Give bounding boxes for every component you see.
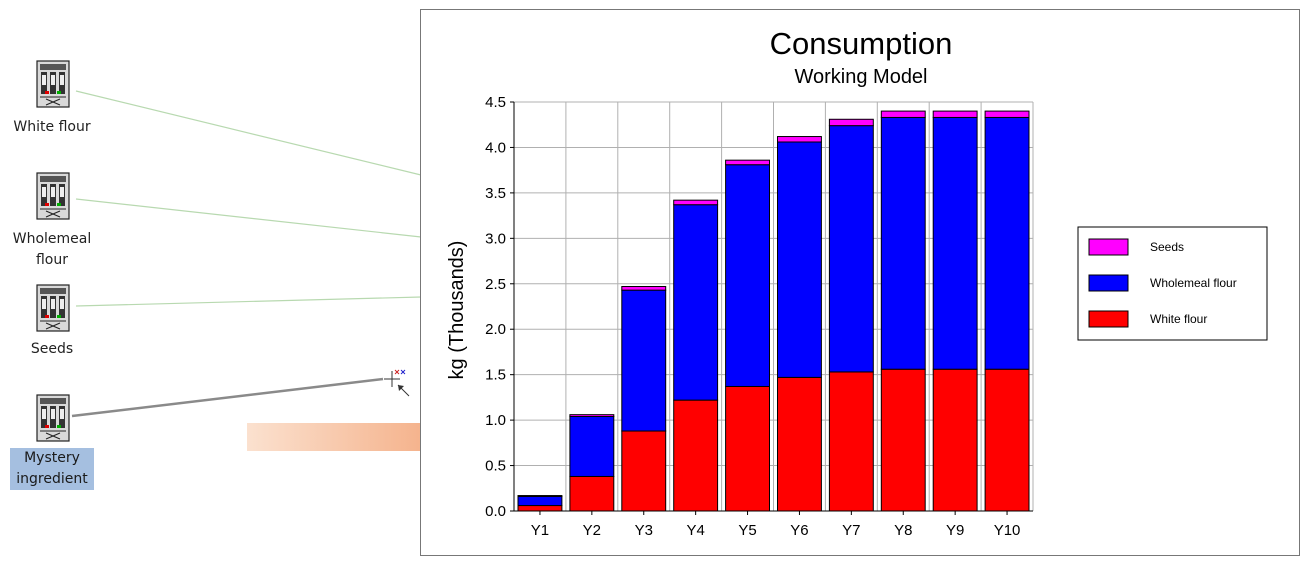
data-store-icon [36, 284, 70, 332]
connector-line [71, 377, 384, 418]
x-tick-label: Y8 [894, 522, 912, 539]
x-tick-label: Y3 [635, 522, 653, 539]
bar-segment-seeds [725, 159, 771, 166]
bar-segment-white-flour [828, 371, 874, 512]
legend-swatch [1088, 274, 1129, 292]
bar-segment-seeds [880, 110, 926, 118]
bar-segment-white-flour [673, 399, 719, 512]
data-store-icon [36, 60, 70, 108]
data-store-icon [36, 172, 70, 220]
chart-panel: Consumption Working Model 0.0 0.5 1.0 1.5 2.… [420, 9, 1300, 556]
node-label-line: Seeds [30, 341, 74, 357]
bar-segment-seeds [828, 118, 874, 127]
bar-segment-wholemeal-flour [880, 116, 926, 370]
bar-segment-white-flour [725, 385, 771, 512]
y-tick-label: 3.0 [485, 230, 506, 247]
y-tick-label: 0.5 [485, 458, 506, 475]
bar-segment-white-flour [777, 376, 822, 512]
bar-segment-white-flour [880, 368, 926, 512]
y-tick-label: 1.0 [485, 412, 506, 429]
bars [517, 110, 1030, 512]
connector-line [75, 296, 422, 307]
y-axis-title: kg (Thousands) [446, 241, 468, 380]
bar-segment-seeds [673, 199, 719, 206]
arrow-right-icon [247, 411, 472, 463]
bar-segment-white-flour [621, 430, 667, 512]
legend-swatch [1088, 238, 1129, 256]
bar-segment-white-flour [517, 505, 563, 512]
bar-segment-wholemeal-flour [517, 495, 563, 507]
node-label-line: Mystery [24, 450, 80, 466]
bar-segment-wholemeal-flour [725, 164, 771, 387]
bar-segment-seeds [569, 414, 615, 417]
link-crosshair-cursor-icon [384, 369, 410, 397]
bar-segment-wholemeal-flour [984, 116, 1030, 370]
chart-subtitle: Working Model [794, 66, 927, 88]
bar-segment-wholemeal-flour [569, 415, 615, 477]
legend-label: White flour [1150, 312, 1207, 326]
bar-segment-wholemeal-flour [621, 289, 667, 432]
bar-segment-white-flour [569, 475, 615, 512]
bar-segment-seeds [621, 286, 667, 291]
node-label: Wholemeal flour [0, 229, 104, 271]
x-tick-label: Y7 [842, 522, 860, 539]
x-tick-label: Y5 [738, 522, 756, 539]
bar-segment-seeds [932, 110, 978, 118]
y-tick-label: 4.0 [485, 139, 506, 156]
x-tick-label: Y1 [531, 522, 549, 539]
legend-swatch [1088, 310, 1129, 328]
bar-segment-wholemeal-flour [828, 125, 874, 373]
y-tick-label: 2.5 [485, 276, 506, 293]
connector-line [75, 90, 422, 176]
y-tick-label: 2.0 [485, 321, 506, 338]
stacked-bar-chart: Consumption Working Model 0.0 0.5 1.0 1.5 2.… [446, 26, 1268, 539]
legend-label: Seeds [1150, 240, 1184, 254]
y-tick-label: 0.0 [485, 503, 506, 520]
x-tick-label: Y4 [686, 522, 704, 539]
x-tick-label: Y10 [994, 522, 1021, 539]
node-label-line: flour [35, 252, 68, 268]
node-label: Seeds [0, 339, 104, 360]
bar-segment-seeds [517, 495, 563, 497]
bar-segment-wholemeal-flour [932, 116, 978, 370]
node-label: White flour [0, 117, 104, 138]
node-label: Mystery ingredient [10, 448, 94, 490]
node-label-line: White flour [13, 119, 91, 135]
bar-segment-white-flour [984, 368, 1030, 512]
x-tick-label: Y9 [946, 522, 964, 539]
connector-line [75, 198, 422, 238]
legend-label: Wholemeal flour [1150, 276, 1237, 290]
legend: Seeds Wholemeal flour White flour [1077, 226, 1268, 341]
data-store-icon [36, 394, 70, 442]
x-ticks: Y1 Y2 Y3 Y4 Y5 Y6 Y7 Y8 Y9 Y10 [531, 511, 1021, 539]
axes [513, 102, 1033, 512]
bar-segment-wholemeal-flour [673, 204, 719, 401]
bar-segment-seeds [984, 110, 1030, 118]
y-ticks: 0.0 0.5 1.0 1.5 2.0 2.5 3.0 3.5 4.0 4.5 [485, 94, 514, 520]
bar-segment-seeds [777, 136, 822, 143]
x-tick-label: Y2 [583, 522, 601, 539]
bar-segment-white-flour [932, 368, 978, 512]
y-tick-label: 4.5 [485, 94, 506, 111]
node-label-line: Wholemeal [12, 231, 92, 247]
bar-segment-wholemeal-flour [777, 141, 822, 378]
x-tick-label: Y6 [790, 522, 808, 539]
y-tick-label: 3.5 [485, 185, 506, 202]
y-tick-label: 1.5 [485, 367, 506, 384]
node-label-line: ingredient [16, 471, 88, 487]
chart-title: Consumption [770, 26, 953, 61]
